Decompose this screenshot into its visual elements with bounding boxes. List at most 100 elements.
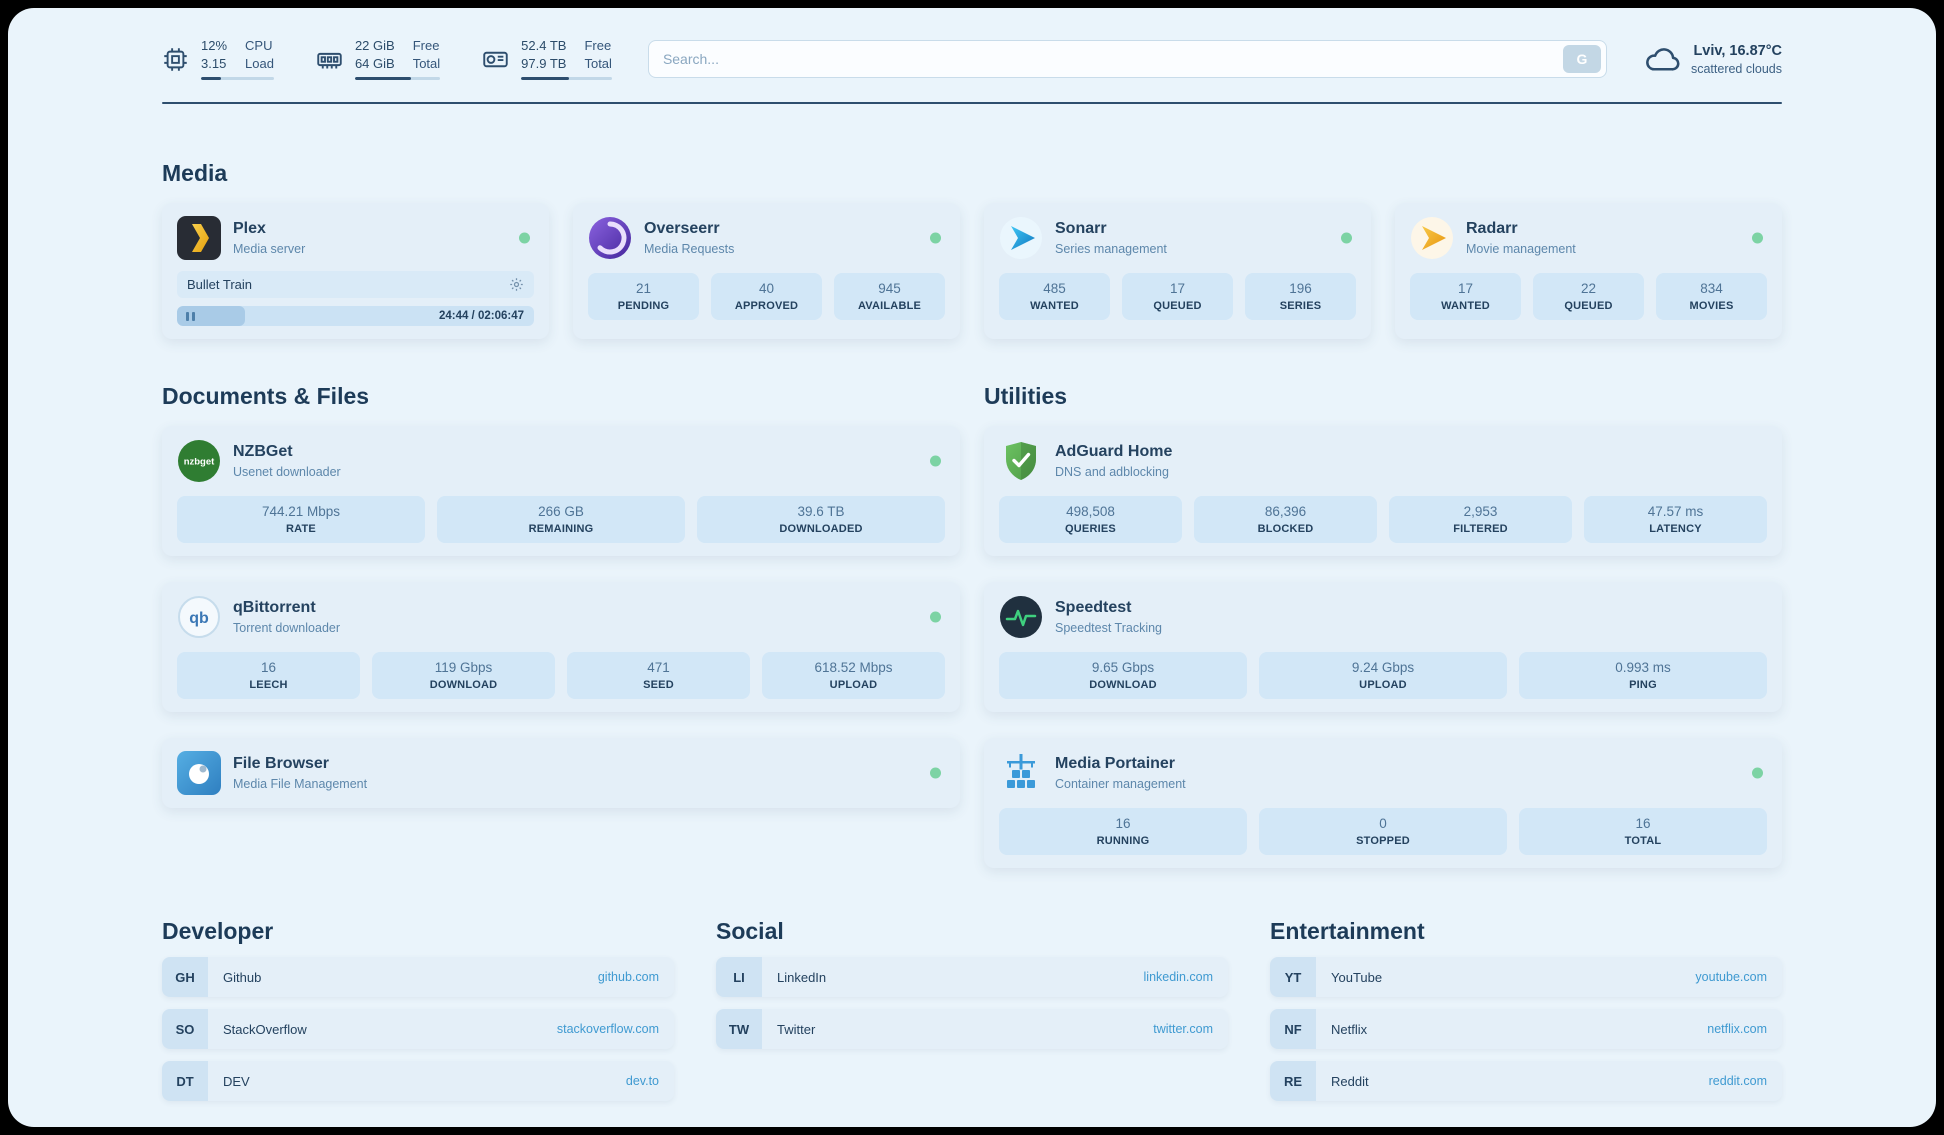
bookmark-abbr: DT [162,1061,208,1101]
bookmark-abbr: SO [162,1009,208,1049]
stat-label: QUEUED [1153,300,1202,312]
stat-box: 618.52 Mbps UPLOAD [762,652,945,699]
bookmark-reddit[interactable]: RE Reddit reddit.com [1270,1061,1782,1101]
service-link-speedtest[interactable]: Speedtest Speedtest Tracking [999,595,1767,639]
service-link-sonarr[interactable]: Sonarr Series management [999,216,1356,260]
stat-box: 196 SERIES [1245,273,1356,320]
bookmark-group-social: Social LI LinkedIn linkedin.com TW Twitt… [716,918,1228,1101]
stat-label: WANTED [1441,300,1490,312]
pause-icon[interactable] [192,311,195,321]
status-dot [1752,767,1763,779]
pause-icon[interactable] [186,311,189,321]
bookmark-group-title: Social [716,918,784,944]
stat-label: MOVIES [1689,300,1734,312]
bookmark-dev[interactable]: DT DEV dev.to [162,1061,674,1101]
playback-progress-fill [177,306,245,326]
disk-progress-bar [521,77,612,80]
stat-value: 618.52 Mbps [814,660,893,675]
stat-value: 39.6 TB [797,504,845,519]
bookmark-netflix[interactable]: NF Netflix netflix.com [1270,1009,1782,1049]
system-metrics: 12% 3.15 CPU Load [162,38,612,80]
bookmark-stackoverflow[interactable]: SO StackOverflow stackoverflow.com [162,1009,674,1049]
service-link-plex[interactable]: Plex Media server [177,216,534,260]
service-link-filebrowser[interactable]: File Browser Media File Management [177,751,945,795]
ram-total-label: Total [412,56,441,71]
stat-label: UPLOAD [829,679,878,691]
service-link-nzbget[interactable]: nzbget NZBGet Usenet downloader [177,439,945,483]
stat-box: 16 LEECH [177,652,360,699]
stat-label: QUERIES [1065,523,1116,535]
service-link-radarr[interactable]: Radarr Movie management [1410,216,1767,260]
bookmark-github[interactable]: GH Github github.com [162,957,674,997]
ram-free-label: Free [412,38,440,53]
cpu-icon [162,46,189,73]
status-dot [930,611,941,623]
stat-label: WANTED [1030,300,1079,312]
stat-box: 266 GB REMAINING [437,496,685,543]
stat-label: RUNNING [1096,835,1150,847]
stat-label: SEED [643,679,674,691]
bookmark-linkedin[interactable]: LI LinkedIn linkedin.com [716,957,1228,997]
top-bar: 12% 3.15 CPU Load [162,38,1782,80]
service-subtitle: Container management [1055,777,1186,791]
service-card-nzbget: nzbget NZBGet Usenet downloader 744.21 M… [162,426,960,556]
stat-label: FILTERED [1453,523,1508,535]
bookmark-abbr: GH [162,957,208,997]
service-card-portainer: Media Portainer Container management 16 … [984,738,1782,868]
stat-value: 945 [878,281,901,296]
nzbget-icon: nzbget [177,439,221,483]
bookmark-link: github.com [597,970,659,984]
search-engine-button[interactable]: G [1562,45,1601,73]
bookmark-group-title: Entertainment [1270,918,1425,944]
status-dot [1341,232,1352,244]
cpu-load-value: 3.15 [201,56,227,71]
stat-box: 17 WANTED [1410,273,1521,320]
stat-value: 498,508 [1066,504,1115,519]
playback-progress-bar[interactable]: 24:44 / 02:06:47 [177,306,534,326]
now-playing-row: Bullet Train [177,271,534,298]
dashboard-frame: 12% 3.15 CPU Load [8,8,1936,1127]
search-input[interactable] [662,51,1563,67]
service-name: AdGuard Home [1055,443,1173,460]
ram-progress-bar [354,77,441,80]
service-subtitle: Media File Management [233,777,368,791]
service-link-overseerr[interactable]: Overseerr Media Requests [588,216,945,260]
cpu-usage-value: 12% [201,38,228,53]
stat-value: 9.24 Gbps [1351,660,1415,675]
service-name: qBittorrent [233,599,316,616]
stat-box: 0.993 ms PING [1519,652,1767,699]
bookmark-twitter[interactable]: TW Twitter twitter.com [716,1009,1228,1049]
service-subtitle: Movie management [1466,242,1576,256]
bookmark-group-title: Developer [162,918,274,944]
search-box: G [647,40,1607,78]
section-title-documents: Documents & Files [162,383,370,409]
stat-box: 16 TOTAL [1519,808,1767,855]
stat-box: 39.6 TB DOWNLOADED [697,496,945,543]
ram-icon [316,46,343,73]
stat-value: 744.21 Mbps [261,504,341,519]
bookmark-abbr: YT [1270,957,1316,997]
service-subtitle: Media Requests [644,242,735,256]
stat-box: 834 MOVIES [1656,273,1767,320]
stat-label: UPLOAD [1359,679,1407,691]
bookmark-link: twitter.com [1153,1022,1213,1036]
filebrowser-icon [177,751,221,795]
svg-text:qb: qb [189,610,209,627]
stat-box: 9.24 Gbps UPLOAD [1259,652,1507,699]
bookmark-name: LinkedIn [777,969,827,985]
stat-box: 485 WANTED [999,273,1110,320]
cpu-usage-label: CPU [245,38,273,53]
gear-icon[interactable] [509,277,524,292]
service-link-portainer[interactable]: Media Portainer Container management [999,751,1767,795]
bookmark-name: Github [223,969,262,985]
stat-label: APPROVED [734,300,799,312]
service-name: NZBGet [233,443,293,460]
service-link-adguard[interactable]: AdGuard Home DNS and adblocking [999,439,1767,483]
stat-box: 21 PENDING [588,273,699,320]
service-subtitle: DNS and adblocking [1055,465,1169,479]
service-link-qbittorrent[interactable]: qb qBittorrent Torrent downloader [177,595,945,639]
disk-free-label: Free [584,38,612,53]
bookmark-youtube[interactable]: YT YouTube youtube.com [1270,957,1782,997]
stat-label: BLOCKED [1257,523,1314,535]
disk-progress-fill [521,77,570,80]
